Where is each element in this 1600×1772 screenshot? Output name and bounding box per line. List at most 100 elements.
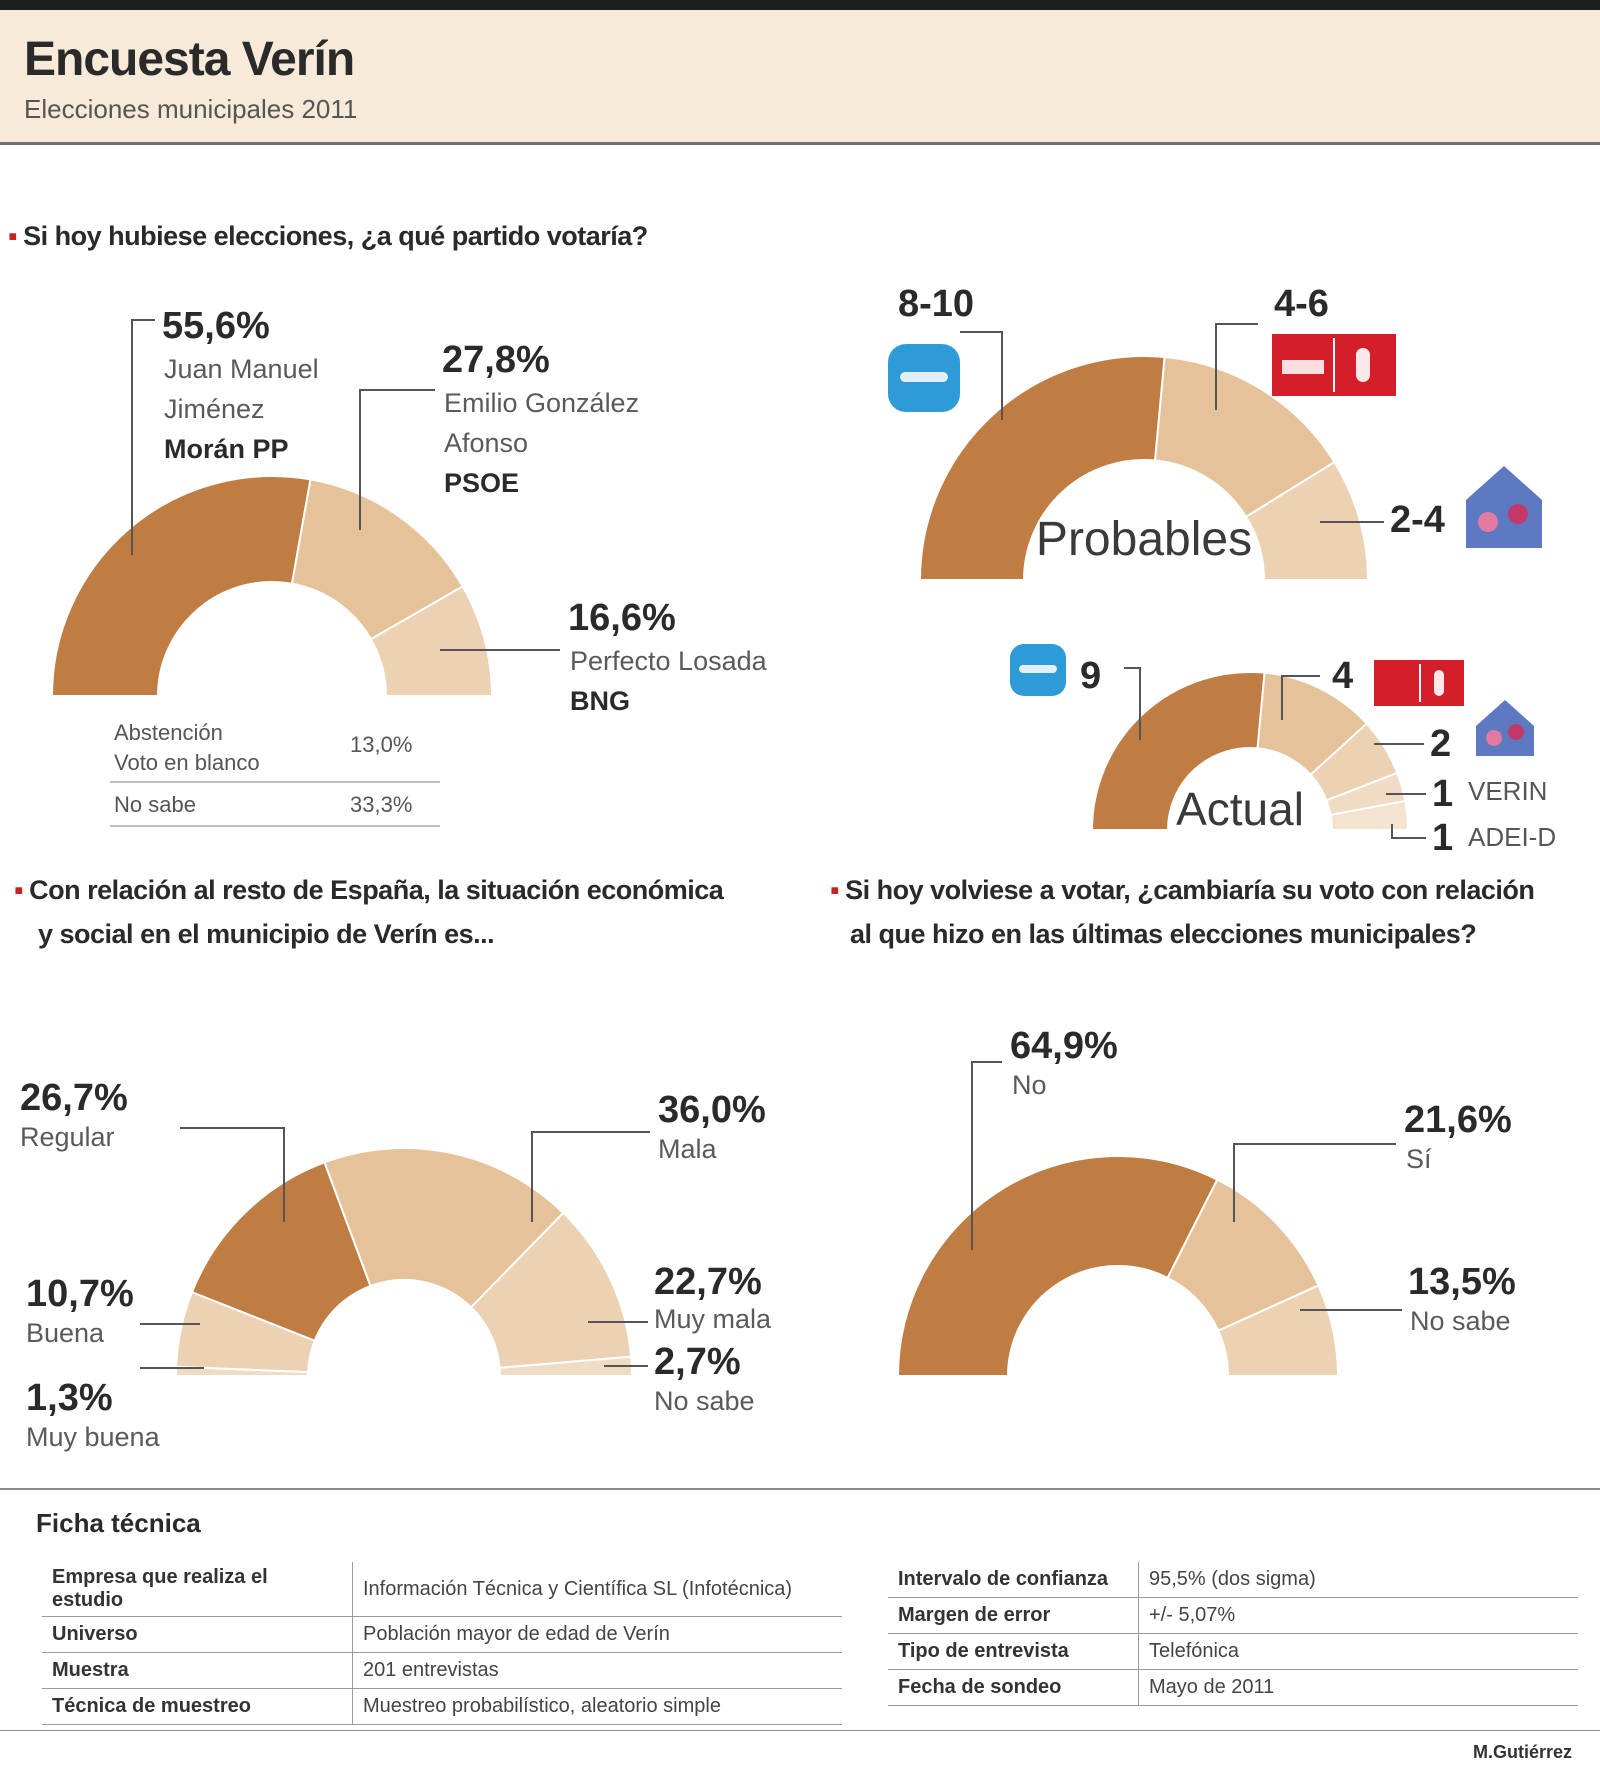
- ficha-key: Tipo de entrevista: [888, 1633, 1139, 1670]
- vote-pct-pp: 55,6%: [162, 305, 270, 347]
- probables-center-label: Probables: [1036, 513, 1252, 566]
- question-cambio-line1: Si hoy volviese a votar, ¿cambiaría su v…: [845, 875, 1535, 905]
- actual-label-verin: 1: [1432, 773, 1453, 815]
- page-title: Encuesta Verín: [24, 33, 355, 86]
- probables-label-bng: 2-4: [1390, 499, 1445, 541]
- table-row: Empresa que realiza el estudio Informació…: [42, 1562, 842, 1617]
- author-credit: M.Gutiérrez: [1472, 1742, 1572, 1762]
- chart-situacion: 26,7% Regular 36,0% Mala 10,7% Buena 1,3…: [20, 1077, 772, 1452]
- psoe-logo-icon: [1272, 334, 1396, 396]
- ficha-value: 95,5% (dos sigma): [1138, 1562, 1578, 1598]
- chart-cambio: 64,9% No 21,6% Sí 13,5% No sabe: [896, 1025, 1516, 1377]
- chart-probables: Probables 8-10 4-6 2-4: [888, 283, 1542, 581]
- probables-leader-psoe: [1215, 323, 1258, 410]
- actual-name-adeid: ADEI-D: [1468, 822, 1556, 852]
- situacion-name-mala: Mala: [658, 1134, 718, 1164]
- cambio-name-no: No: [1012, 1070, 1047, 1100]
- vote-slice-0: [50, 475, 312, 697]
- actual-slice-4: [1329, 799, 1410, 831]
- vote-name-pp-1: Juan Manuel: [164, 354, 319, 384]
- vote-note-nosabe-value: 33,3%: [350, 792, 412, 817]
- cambio-pct-nosabe: 13,5%: [1408, 1261, 1516, 1303]
- probables-slice-2: [1244, 460, 1370, 581]
- ficha-table-left: Empresa que realiza el estudio Informació…: [42, 1562, 842, 1725]
- ficha-key: Intervalo de confianza: [888, 1562, 1139, 1598]
- situacion-pct-nosabe: 2,7%: [654, 1341, 741, 1383]
- situacion-name-regular: Regular: [20, 1122, 115, 1152]
- probables-slice-0: [918, 355, 1166, 581]
- vote-leader-psoe: [359, 389, 435, 530]
- question-vote-text: Si hoy hubiese elecciones, ¿a qué partid…: [23, 221, 648, 251]
- table-row: Universo Población mayor de edad de Verín: [42, 1616, 842, 1653]
- page-subtitle: Elecciones municipales 2011: [24, 94, 358, 124]
- ficha-value: Muestreo probabilístico, aleatorio simpl…: [352, 1688, 842, 1725]
- question-cambio-line2: al que hizo en las últimas elecciones mu…: [850, 919, 1477, 949]
- vote-party-psoe: PSOE: [444, 468, 519, 498]
- vote-note-nosabe: No sabe: [114, 792, 196, 817]
- ficha-key: Universo: [42, 1616, 353, 1653]
- probables-leader-pp: [960, 331, 1003, 420]
- actual-label-bng: 2: [1430, 723, 1451, 765]
- question-situacion: ▪ Con relación al resto de España, la sit…: [14, 875, 724, 949]
- cambio-pct-si: 21,6%: [1404, 1099, 1512, 1141]
- header: Encuesta Verín Elecciones municipales 20…: [0, 10, 1600, 145]
- actual-name-verin: VERIN: [1468, 776, 1547, 806]
- charts-canvas: 55,6% Juan Manuel Jiménez Morán PP 27,8%…: [20, 283, 1556, 1452]
- top-rule: [0, 0, 1600, 10]
- situacion-pct-buena: 10,7%: [26, 1273, 134, 1315]
- vote-party-bng: BNG: [570, 686, 630, 716]
- ficha-key: Margen de error: [888, 1597, 1139, 1634]
- vote-name-psoe-2: Afonso: [444, 428, 528, 458]
- vote-slice-2: [369, 585, 494, 697]
- vote-name-psoe-1: Emilio González: [444, 388, 639, 418]
- situacion-slice-5: [498, 1355, 634, 1377]
- cambio-leader-si: [1233, 1143, 1396, 1222]
- bng-logo-icon: [1466, 466, 1542, 548]
- table-row: Intervalo de confianza 95,5% (dos sigma): [888, 1562, 1578, 1598]
- ficha-table-right: Intervalo de confianza 95,5% (dos sigma) …: [888, 1562, 1578, 1706]
- situacion-name-muybuena: Muy buena: [26, 1422, 161, 1452]
- actual-leader-pp: [1124, 667, 1141, 740]
- cambio-leader-no: [971, 1061, 1002, 1250]
- chart-vote: 55,6% Juan Manuel Jiménez Morán PP 27,8%…: [50, 305, 768, 827]
- ficha-value: 201 entrevistas: [352, 1652, 842, 1689]
- vote-pct-bng: 16,6%: [568, 597, 676, 639]
- probables-label-psoe: 4-6: [1274, 283, 1329, 325]
- actual-label-psoe: 4: [1332, 655, 1353, 697]
- vote-name-bng: Perfecto Losada: [570, 646, 768, 676]
- ficha-key: Técnica de muestreo: [42, 1688, 353, 1725]
- actual-leader-adeid: [1391, 824, 1426, 839]
- vote-pct-psoe: 27,8%: [442, 339, 550, 381]
- ficha-value: +/- 5,07%: [1138, 1597, 1578, 1634]
- ficha-value: Población mayor de edad de Verín: [352, 1616, 842, 1653]
- situacion-name-muymala: Muy mala: [654, 1304, 772, 1334]
- pp-logo-small-icon: [1010, 644, 1066, 696]
- cambio-name-si: Sí: [1406, 1144, 1432, 1174]
- situacion-slice-3: [323, 1147, 565, 1309]
- situacion-pct-muymala: 22,7%: [654, 1261, 762, 1303]
- situacion-pct-mala: 36,0%: [658, 1089, 766, 1131]
- table-row: Tipo de entrevista Telefónica: [888, 1633, 1578, 1670]
- situacion-pct-muybuena: 1,3%: [26, 1377, 113, 1419]
- table-row: Técnica de muestreo Muestreo probabilísti…: [42, 1688, 842, 1725]
- table-row: Margen de error +/- 5,07%: [888, 1597, 1578, 1634]
- ficha-key: Muestra: [42, 1652, 353, 1689]
- question-cambio: ▪ Si hoy volviese a votar, ¿cambiaría su …: [830, 875, 1535, 949]
- chart-actual: Actual 9 4 2 1 VERIN 1 ADEI-D: [1010, 644, 1556, 859]
- vote-leader-pp: [131, 319, 155, 555]
- actual-label-adeid: 1: [1432, 817, 1453, 859]
- vote-note-abst-value: 13,0%: [350, 732, 412, 757]
- psoe-logo-small-icon: [1374, 660, 1464, 706]
- cambio-slice-0: [896, 1155, 1219, 1377]
- table-row: Muestra 201 entrevistas: [42, 1652, 842, 1689]
- actual-center-label: Actual: [1176, 783, 1304, 835]
- actual-leader-psoe: [1281, 675, 1320, 720]
- ficha-key: Empresa que realiza el estudio: [42, 1562, 353, 1617]
- vote-note-abst-2: Voto en blanco: [114, 750, 260, 775]
- ficha-title: Ficha técnica: [36, 1508, 201, 1538]
- actual-label-pp: 9: [1080, 655, 1101, 697]
- situacion-name-nosabe: No sabe: [654, 1386, 755, 1416]
- cambio-name-nosabe: No sabe: [1410, 1306, 1511, 1336]
- situacion-leader-mala: [531, 1131, 650, 1222]
- situacion-leader-regular: [180, 1127, 285, 1222]
